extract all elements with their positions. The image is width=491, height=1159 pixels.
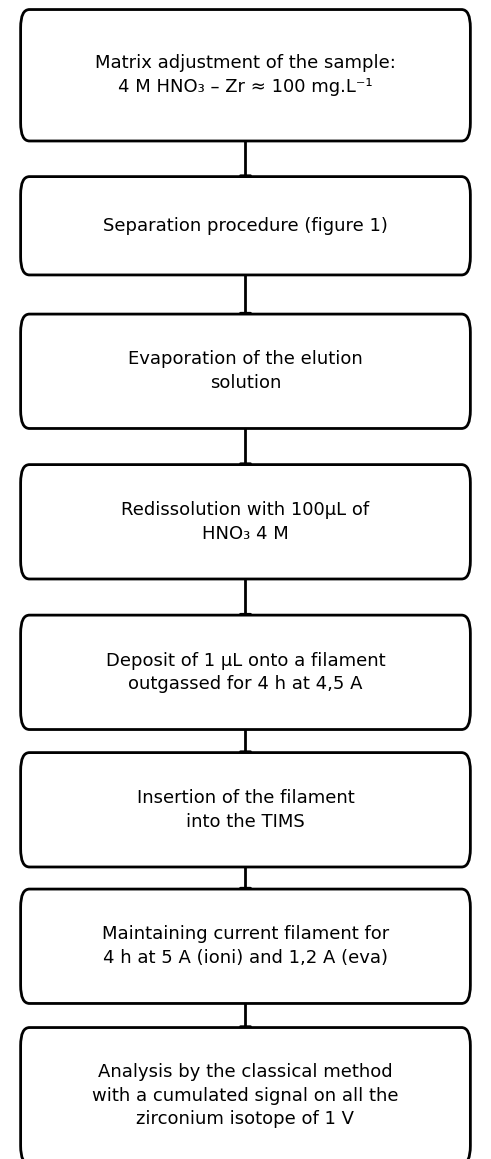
Text: Matrix adjustment of the sample:
4 M HNO₃ – Zr ≈ 100 mg.L⁻¹: Matrix adjustment of the sample: 4 M HNO… [95,54,396,96]
FancyBboxPatch shape [21,1028,470,1159]
Text: Evaporation of the elution
solution: Evaporation of the elution solution [128,350,363,392]
FancyBboxPatch shape [21,9,470,141]
FancyBboxPatch shape [21,176,470,275]
Text: Separation procedure (figure 1): Separation procedure (figure 1) [103,217,388,235]
FancyBboxPatch shape [21,889,470,1004]
FancyBboxPatch shape [21,314,470,429]
Text: Analysis by the classical method
with a cumulated signal on all the
zirconium is: Analysis by the classical method with a … [92,1063,399,1129]
Text: Insertion of the filament
into the TIMS: Insertion of the filament into the TIMS [136,789,355,831]
FancyBboxPatch shape [21,752,470,867]
Text: Redissolution with 100μL of
HNO₃ 4 M: Redissolution with 100μL of HNO₃ 4 M [121,501,370,542]
FancyBboxPatch shape [21,465,470,580]
Text: Deposit of 1 μL onto a filament
outgassed for 4 h at 4,5 A: Deposit of 1 μL onto a filament outgasse… [106,651,385,693]
FancyBboxPatch shape [21,615,470,729]
Text: Maintaining current filament for
4 h at 5 A (ioni) and 1,2 A (eva): Maintaining current filament for 4 h at … [102,926,389,967]
